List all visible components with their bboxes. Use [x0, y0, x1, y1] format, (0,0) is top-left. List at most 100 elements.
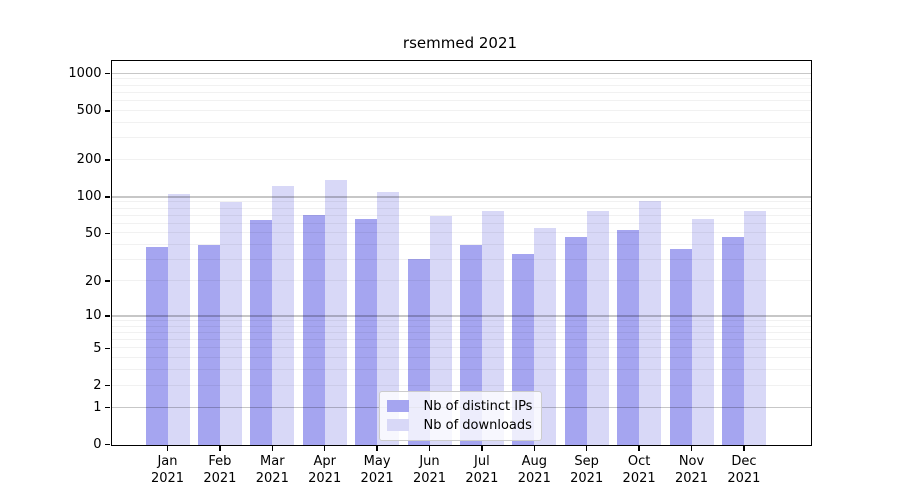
y-tick-mark-5: [105, 347, 110, 350]
y-tick-label-2: 2: [93, 378, 102, 393]
x-tick-label-mar: Mar 2021: [240, 453, 304, 487]
gridline-60: [111, 222, 811, 224]
x-tick-year-may: 2021: [360, 470, 394, 486]
y-tick-label-200: 200: [76, 152, 102, 168]
x-tick-mark-dec: [743, 446, 745, 451]
x-tick-mark-apr: [323, 446, 326, 451]
bar-downloads-may: [377, 191, 400, 445]
legend-swatch-downloads: [386, 419, 409, 431]
gridline-5: [111, 347, 811, 349]
x-tick-year-sep: 2021: [570, 470, 604, 486]
x-tick-mark-feb: [219, 446, 221, 451]
bar-downloads-jun: [429, 215, 452, 445]
y-tick-label-1000: 1000: [68, 66, 102, 82]
gridline-10: [111, 315, 811, 317]
bar-distinct-ips-dec: [721, 236, 744, 445]
legend-label-distinct-ips: Nb of distinct IPs: [423, 398, 533, 414]
y-tick-mark-1000: [105, 72, 110, 75]
bar-distinct-ips-oct: [617, 230, 640, 445]
gridline-100: [111, 196, 811, 198]
y-tick-mark-1: [105, 406, 110, 408]
y-tick-mark-200: [105, 159, 110, 161]
bar-downloads-apr: [324, 180, 347, 445]
x-tick-mark-jan: [166, 446, 169, 451]
legend-label-downloads: Nb of downloads: [423, 417, 532, 433]
gridline-9: [111, 319, 811, 321]
gridline-20: [111, 280, 811, 282]
x-tick-label-oct: Oct 2021: [607, 453, 671, 487]
y-tick-label-0: 0: [93, 437, 102, 452]
y-tick-mark-10: [105, 315, 110, 317]
legend-row: Nb of downloads: [386, 416, 533, 435]
gridline-50: [111, 232, 811, 234]
x-tick-mark-mar: [271, 446, 274, 451]
gridline-400: [111, 121, 811, 123]
x-tick-label-feb: Feb 2021: [188, 453, 252, 487]
legend-swatch-distinct-ips: [386, 400, 409, 412]
x-tick-year-nov: 2021: [674, 470, 709, 486]
bar-downloads-mar: [272, 186, 295, 445]
legend: Nb of distinct IPs Nb of downloads: [378, 390, 543, 441]
y-tick-label-50: 50: [84, 225, 102, 241]
bar-downloads-dec: [743, 211, 766, 445]
bar-downloads-jan: [167, 194, 190, 445]
bar-distinct-ips-may: [355, 218, 378, 445]
x-tick-year-feb: 2021: [203, 470, 237, 486]
gridline-7: [111, 331, 811, 333]
gridline-800: [111, 84, 811, 86]
y-tick-label-5: 5: [93, 340, 102, 356]
y-tick-label-1: 1: [93, 399, 102, 415]
bar-distinct-ips-sep: [564, 236, 587, 445]
x-tick-mark-may: [376, 446, 378, 451]
gridline-600: [111, 100, 811, 101]
x-tick-label-jan: Jan 2021: [136, 453, 200, 487]
gridline-2: [111, 384, 811, 386]
x-tick-label-apr: Apr 2021: [293, 453, 357, 487]
bar-downloads-nov: [691, 218, 714, 445]
x-tick-year-aug: 2021: [517, 470, 551, 486]
x-tick-year-oct: 2021: [622, 470, 656, 486]
gridline-40: [111, 244, 811, 246]
y-tick-label-100: 100: [76, 189, 102, 205]
x-tick-mark-oct: [638, 446, 640, 451]
x-tick-label-may: May 2021: [345, 453, 409, 487]
x-tick-mark-jul: [481, 446, 483, 451]
bar-downloads-jul: [481, 211, 504, 445]
bar-downloads-feb: [219, 202, 242, 445]
gridline-200: [111, 158, 811, 160]
y-tick-label-10: 10: [84, 308, 102, 324]
x-tick-label-aug: Aug 2021: [502, 453, 566, 487]
bar-distinct-ips-feb: [197, 245, 220, 445]
x-tick-label-sep: Sep 2021: [555, 453, 619, 487]
y-tick-mark-100: [105, 196, 110, 198]
x-tick-mark-sep: [585, 446, 588, 451]
gridline-30: [111, 259, 811, 261]
x-tick-year-jun: 2021: [412, 470, 447, 486]
x-tick-mark-nov: [690, 446, 693, 451]
bar-downloads-aug: [534, 227, 557, 445]
x-tick-mark-jun: [428, 446, 431, 451]
y-tick-mark-20: [105, 280, 110, 282]
x-tick-mark-aug: [533, 446, 536, 451]
x-tick-label-dec: Dec 2021: [712, 453, 776, 487]
x-tick-label-nov: Nov 2021: [660, 453, 724, 487]
gridline-4: [111, 357, 811, 359]
gridline-8: [111, 325, 811, 327]
bar-distinct-ips-nov: [669, 249, 692, 445]
plot-area: Nb of distinct IPs Nb of downloads 1000 5…: [68, 59, 812, 486]
x-tick-year-mar: 2021: [255, 470, 289, 486]
gridline-500: [111, 109, 811, 111]
gridline-90: [111, 201, 811, 203]
y-tick-label-20: 20: [84, 273, 102, 289]
gridline-3: [111, 369, 811, 371]
y-tick-mark-50: [105, 232, 110, 235]
gridline-70: [111, 214, 811, 216]
legend-row: Nb of distinct IPs: [386, 397, 533, 416]
x-tick-label-jun: Jun 2021: [398, 453, 462, 487]
bar-distinct-ips-mar: [250, 220, 273, 445]
bar-downloads-oct: [639, 200, 662, 445]
x-tick-year-jan: 2021: [150, 470, 185, 486]
x-tick-year-jul: 2021: [465, 470, 499, 486]
x-tick-label-jul: Jul 2021: [450, 453, 514, 487]
